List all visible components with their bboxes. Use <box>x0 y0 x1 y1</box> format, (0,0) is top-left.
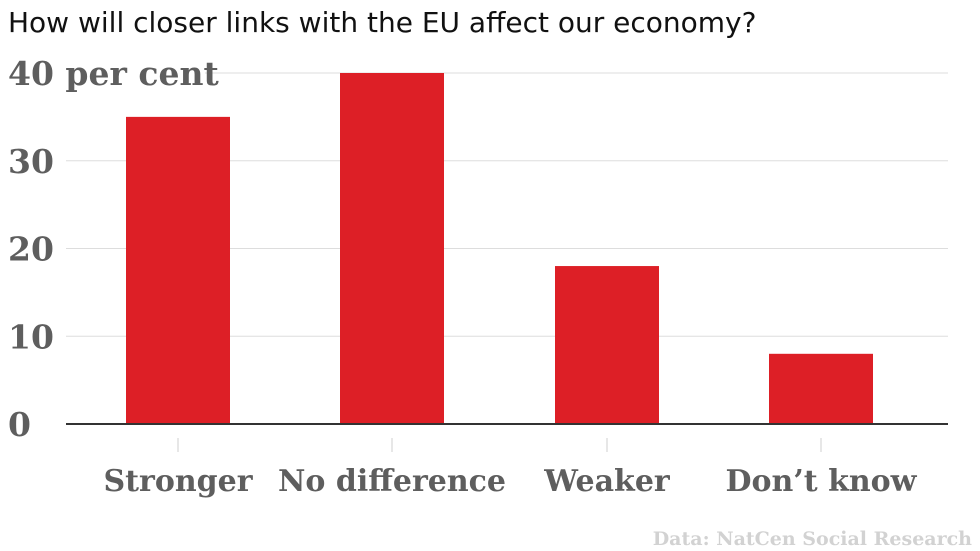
x-axis <box>66 423 948 452</box>
bar-2 <box>555 266 659 424</box>
y-tick-label: 40 per cent <box>8 54 219 93</box>
y-tick-label: 30 <box>8 142 54 181</box>
y-axis-tick-labels: 0 10 20 30 40 per cent <box>8 54 219 444</box>
bar-1 <box>340 73 444 424</box>
chart-title: How will closer links with the EU affect… <box>8 6 757 39</box>
x-axis-tick-labels: Stronger No difference Weaker Don’t know <box>103 464 917 499</box>
x-tick-label: Stronger <box>103 464 253 499</box>
bar-3 <box>769 353 873 424</box>
y-tick-label: 20 <box>8 230 54 269</box>
y-tick-label: 10 <box>8 317 54 356</box>
x-tick-label: No difference <box>278 464 506 499</box>
source-note: Data: NatCen Social Research <box>653 528 972 550</box>
x-tick-label: Don’t know <box>725 464 917 499</box>
bar-0 <box>126 116 230 424</box>
bars <box>126 73 873 424</box>
x-tick-label: Weaker <box>543 464 671 499</box>
y-tick-label: 0 <box>8 405 31 444</box>
